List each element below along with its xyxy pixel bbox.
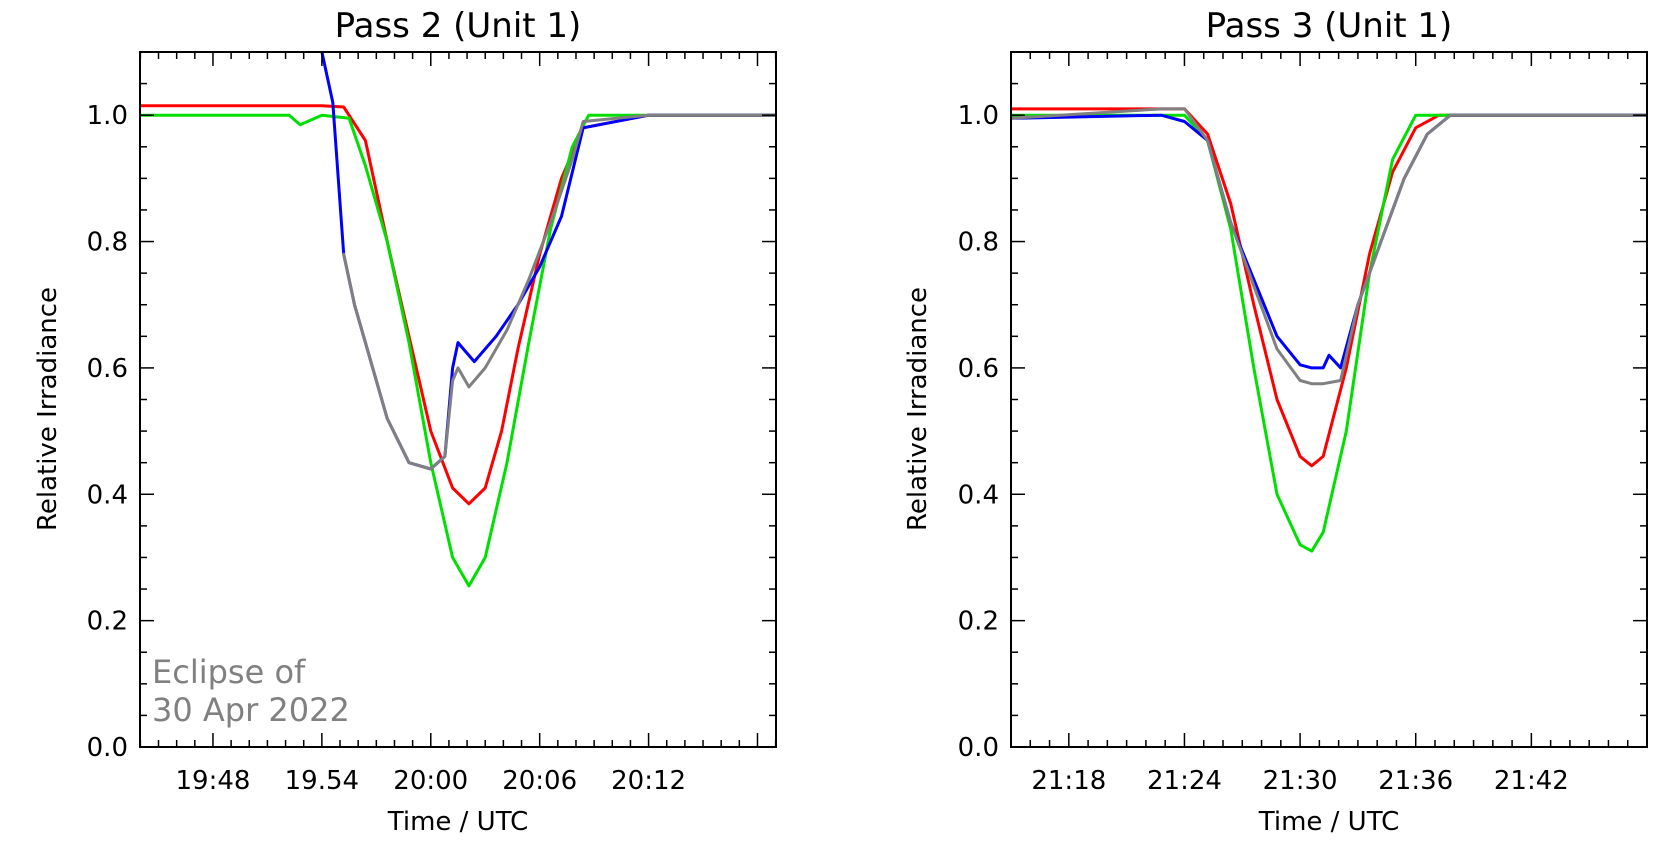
chart-title: Pass 2 (Unit 1) — [335, 6, 582, 46]
series-line-green — [1011, 113, 1647, 553]
plot-frame — [139, 51, 777, 748]
y-tick-label: 0.6 — [87, 354, 128, 384]
chart-pass-3: Pass 3 (Unit 1) Time / UTC Relative Irra… — [903, 6, 1648, 837]
y-tick-label: 0.2 — [87, 607, 128, 637]
y-tick-label: 0.0 — [87, 733, 128, 763]
x-axis-label: Time / UTC — [387, 807, 528, 837]
x-tick-label: 20:00 — [393, 766, 468, 796]
x-tick-label: 21:30 — [1263, 766, 1338, 796]
annotation-line-2: 30 Apr 2022 — [152, 691, 350, 729]
y-axis-label: Relative Irradiance — [33, 287, 63, 531]
y-tick-label: 1.0 — [87, 101, 128, 131]
y-tick-label: 0.6 — [958, 354, 999, 384]
x-tick-label: 21:18 — [1031, 766, 1106, 796]
series-line-red — [140, 104, 776, 506]
series-line-red — [1011, 107, 1647, 468]
y-tick-label: 0.4 — [958, 480, 999, 510]
annotation-line-1: Eclipse of — [152, 653, 306, 691]
plot-frame — [1010, 51, 1648, 748]
y-tick-label: 0.0 — [958, 733, 999, 763]
x-tick-label: 21:24 — [1147, 766, 1222, 796]
series-line-blue — [1011, 113, 1647, 370]
series-line-gray — [1011, 107, 1647, 386]
y-tick-label: 0.8 — [87, 228, 128, 258]
series-line-green — [140, 113, 776, 588]
x-tick-label: 21:42 — [1494, 766, 1569, 796]
x-axis-label: Time / UTC — [1258, 807, 1399, 837]
x-tick-label: 20:12 — [611, 766, 686, 796]
x-tick-label: 21:36 — [1378, 766, 1453, 796]
y-tick-label: 0.4 — [87, 480, 128, 510]
y-tick-label: 0.8 — [958, 228, 999, 258]
y-tick-label: 0.2 — [958, 607, 999, 637]
y-axis-label: Relative Irradiance — [903, 287, 933, 531]
series-line-gray — [342, 113, 776, 471]
x-tick-label: 20:06 — [502, 766, 577, 796]
y-tick-label: 1.0 — [958, 101, 999, 131]
chart-pass-2: Pass 2 (Unit 1) Time / UTC Relative Irra… — [33, 6, 777, 837]
chart-title: Pass 3 (Unit 1) — [1206, 6, 1453, 46]
x-tick-label: 19:48 — [175, 766, 250, 796]
x-tick-label: 19.54 — [285, 766, 359, 796]
